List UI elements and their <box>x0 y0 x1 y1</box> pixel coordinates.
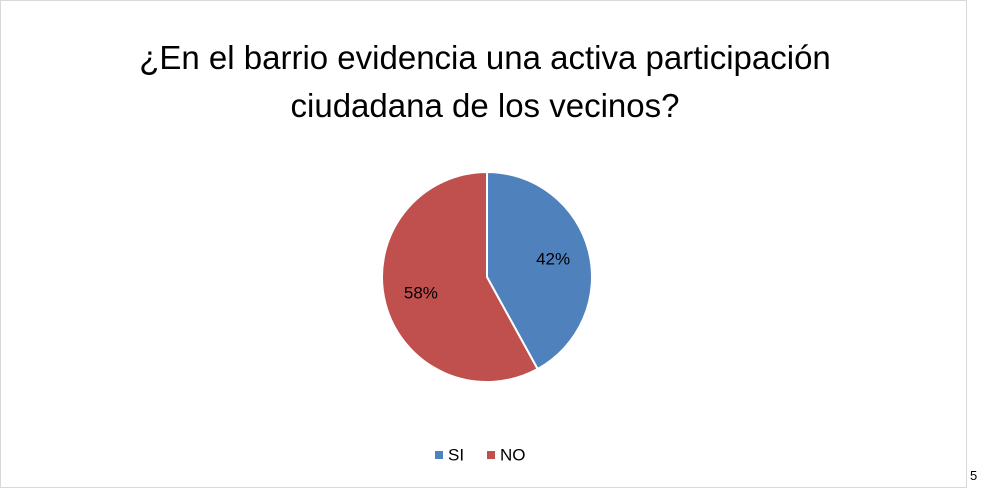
data-label: 58% <box>404 283 438 302</box>
pie-slice <box>381 170 539 383</box>
legend-label: NO <box>500 445 526 464</box>
page-number: 5 <box>970 468 978 483</box>
legend-swatch <box>487 451 495 459</box>
pie-slice <box>486 170 593 371</box>
legend-label: SI <box>448 445 464 464</box>
data-label: 42% <box>536 250 570 269</box>
chart-title: ¿En el barrio evidencia una activa parti… <box>139 39 831 124</box>
legend-swatch <box>435 451 443 459</box>
